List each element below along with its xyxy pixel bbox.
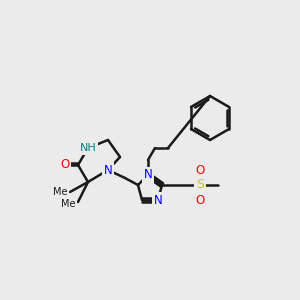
Text: S: S [196,178,204,191]
Text: Me: Me [61,199,76,209]
Text: N: N [154,194,162,206]
Text: N: N [144,169,152,182]
Text: O: O [195,164,205,176]
Text: Me: Me [53,187,68,197]
Text: NH: NH [80,143,96,153]
Text: N: N [103,164,112,176]
Text: O: O [60,158,70,172]
Text: O: O [195,194,205,206]
